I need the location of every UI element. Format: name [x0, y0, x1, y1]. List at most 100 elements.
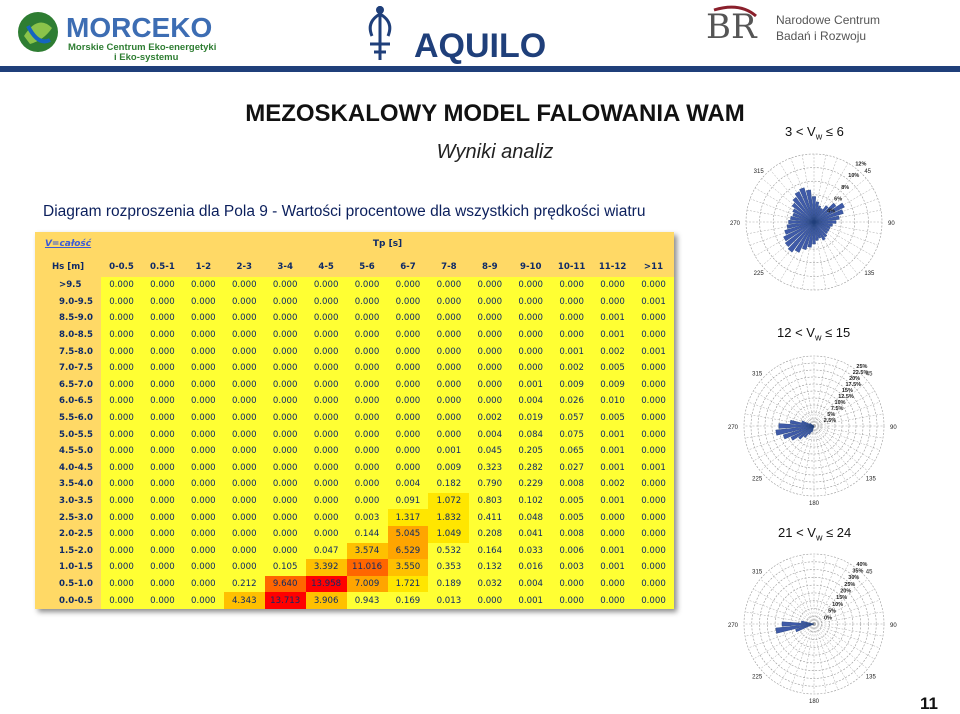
hs-bin-label: 1.5-2.0: [35, 542, 102, 560]
table-cell: 0.000: [477, 363, 503, 374]
rose-grid-spoke: [813, 425, 875, 462]
hs-bin-label: 2.5-3.0: [35, 509, 102, 526]
tp-bin-header: 6-7: [387, 256, 429, 277]
table-row: 7.0-7.5 0.000 0.000 0.000 0.000 0.000 0.000 0.0…: [35, 359, 674, 377]
rose-ring-label: 6%: [834, 197, 842, 203]
rose-ring-label: 20%: [840, 589, 851, 595]
table-cell: 0.000: [272, 296, 298, 307]
rose-grid-ring: [772, 180, 856, 264]
table-cell: 0.000: [313, 496, 339, 507]
table-cell: 0.000: [395, 363, 421, 374]
rose-direction-label: 270: [730, 221, 741, 227]
table-cell: 0.001: [600, 496, 625, 507]
table-cell: 3.906: [305, 592, 347, 609]
table-cell: 0.208: [477, 529, 503, 540]
rose-ring-label: 25%: [844, 582, 855, 588]
table-cell: 0.000: [109, 578, 134, 589]
rose-grid-spoke: [813, 623, 875, 660]
table-cell: 0.000: [191, 280, 216, 291]
table-cell: 0.000: [191, 462, 216, 473]
rose-grid-spoke: [813, 563, 850, 625]
table-cell: 1.317: [387, 509, 429, 526]
diagram-title: Diagram rozproszenia dla Pola 9 - Wartoś…: [43, 203, 646, 220]
table-cell: 0.000: [150, 446, 175, 457]
table-row: 5.0-5.5 0.000 0.000 0.000 0.000 0.000 0.000 0.0…: [35, 426, 674, 443]
rose-sector: [813, 205, 822, 223]
rose-sector: [794, 221, 815, 253]
rose-ring-label: 17.5%: [845, 382, 861, 388]
table-cell: 0.000: [436, 363, 462, 374]
table-cell: 4.343: [223, 592, 265, 609]
table-cell: 0.000: [231, 562, 257, 573]
table-cell: 0.000: [354, 280, 380, 291]
rose-sector: [784, 221, 815, 248]
table-cell: 0.000: [313, 396, 339, 407]
rose-sector: [790, 425, 815, 441]
table-row: 4.0-4.5 0.000 0.000 0.000 0.000 0.000 0.000 0.0…: [35, 459, 674, 477]
table-cell: 0.000: [641, 529, 666, 540]
hs-header: Hs [m]: [35, 256, 102, 277]
tp-bin-header: 8-9: [469, 256, 511, 277]
rose-grid-ring: [786, 194, 842, 250]
hs-bin-label: 4.5-5.0: [35, 442, 102, 460]
table-cell: 0.000: [109, 496, 134, 507]
table-row: 8.5-9.0 0.000 0.000 0.000 0.000 0.000 0.000 0.0…: [35, 310, 674, 327]
table-cell: 0.000: [272, 379, 298, 390]
table-cell: 0.000: [313, 529, 339, 540]
rose-sector: [807, 221, 815, 248]
rose-grid-ring: [751, 561, 877, 687]
table-cell: 0.000: [191, 363, 216, 374]
table-row: 6.5-7.0 0.000 0.000 0.000 0.000 0.000 0.000 0.0…: [35, 376, 674, 394]
rose-sector: [813, 221, 819, 241]
rose-ring-label: 12.5%: [838, 394, 854, 400]
table-cell: 0.000: [354, 413, 380, 424]
table-cell: 0.000: [477, 296, 503, 307]
table-cell: 0.000: [518, 313, 544, 324]
table-cell: 0.000: [231, 496, 257, 507]
table-cell: 0.000: [559, 313, 584, 324]
table-cell: 0.000: [354, 396, 380, 407]
rose-sector: [778, 423, 815, 429]
table-cell: 0.001: [600, 462, 625, 473]
table-cell: 0.000: [109, 396, 134, 407]
table-cell: 0.004: [477, 429, 503, 440]
table-cell: 1.832: [428, 509, 470, 526]
table-cell: 0.004: [518, 578, 544, 589]
rose-direction-label: 270: [728, 623, 739, 629]
table-cell: 0.000: [313, 462, 339, 473]
table-cell: 0.282: [518, 462, 544, 473]
table-cell: 0.000: [477, 595, 503, 606]
rose-sector: [805, 189, 815, 223]
table-cell: 0.000: [150, 462, 175, 473]
table-cell: 0.001: [600, 545, 625, 556]
table-cell: 0.000: [518, 296, 544, 307]
table-cell: 0.000: [191, 330, 216, 341]
table-cell: 0.005: [559, 496, 584, 507]
rose-sector: [791, 202, 815, 223]
rose-sector: [775, 425, 815, 436]
rose-ring-label: 22.5%: [853, 370, 869, 376]
rose-label-suffix: ≤ 24: [822, 525, 852, 540]
table-row: 3.0-3.5 0.000 0.000 0.000 0.000 0.000 0.000 0.0…: [35, 492, 674, 510]
rose-ring-label: 10%: [835, 400, 846, 406]
table-cell: 0.000: [272, 280, 298, 291]
rose-grid-spoke: [813, 611, 883, 625]
rose-grid-spoke: [813, 588, 875, 625]
table-cell: 0.000: [272, 363, 298, 374]
table-cell: 0.000: [641, 330, 666, 341]
table-cell: 0.411: [477, 512, 503, 523]
rose-grid-spoke: [813, 360, 839, 427]
table-cell: 0.000: [109, 330, 134, 341]
rose-ring-label: 0%: [824, 615, 832, 621]
table-row: 3.5-4.0 0.000 0.000 0.000 0.000 0.000 0.000 0.0…: [35, 476, 674, 493]
table-cell: 0.182: [436, 479, 462, 490]
rose-grid-spoke: [813, 570, 860, 625]
table-cell: 0.000: [191, 446, 216, 457]
rose-sector: [813, 201, 820, 223]
table-cell: 0.000: [641, 363, 666, 374]
table-row: 7.5-8.0 0.000 0.000 0.000 0.000 0.000 0.000 0.0…: [35, 343, 674, 360]
table-cell: 0.000: [231, 446, 257, 457]
rose-direction-label: 45: [866, 570, 873, 576]
table-cell: 0.000: [231, 479, 257, 490]
rose-label-sub: w: [815, 131, 823, 142]
